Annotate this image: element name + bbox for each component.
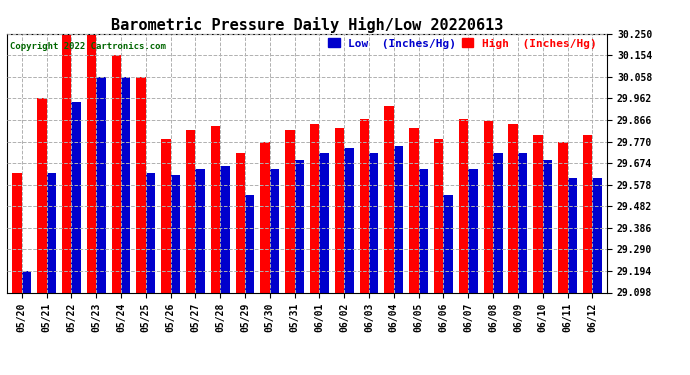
- Bar: [484, 122, 493, 292]
- Bar: [260, 142, 270, 292]
- Bar: [12, 173, 22, 292]
- Bar: [583, 135, 592, 292]
- Bar: [369, 153, 379, 292]
- Bar: [245, 195, 255, 292]
- Bar: [319, 153, 329, 292]
- Bar: [62, 34, 71, 292]
- Title: Barometric Pressure Daily High/Low 20220613: Barometric Pressure Daily High/Low 20220…: [111, 16, 503, 33]
- Bar: [394, 146, 403, 292]
- Bar: [310, 124, 319, 292]
- Bar: [220, 166, 230, 292]
- Legend: Low  (Inches/Hg), High  (Inches/Hg): Low (Inches/Hg), High (Inches/Hg): [324, 34, 601, 53]
- Bar: [359, 119, 369, 292]
- Bar: [493, 153, 502, 292]
- Bar: [469, 168, 477, 292]
- Bar: [409, 128, 419, 292]
- Bar: [71, 102, 81, 292]
- Bar: [211, 126, 220, 292]
- Bar: [87, 34, 96, 292]
- Bar: [186, 130, 195, 292]
- Bar: [285, 130, 295, 292]
- Bar: [384, 106, 394, 292]
- Text: Copyright 2022 Cartronics.com: Copyright 2022 Cartronics.com: [10, 42, 166, 51]
- Bar: [459, 119, 469, 292]
- Bar: [235, 153, 245, 292]
- Bar: [195, 168, 205, 292]
- Bar: [533, 135, 543, 292]
- Bar: [270, 168, 279, 292]
- Bar: [295, 159, 304, 292]
- Bar: [344, 148, 354, 292]
- Bar: [558, 142, 567, 292]
- Bar: [543, 159, 552, 292]
- Bar: [47, 173, 56, 292]
- Bar: [419, 168, 428, 292]
- Bar: [161, 140, 170, 292]
- Bar: [146, 173, 155, 292]
- Bar: [335, 128, 344, 292]
- Bar: [22, 271, 31, 292]
- Bar: [37, 99, 47, 292]
- Bar: [121, 77, 130, 292]
- Bar: [434, 140, 444, 292]
- Bar: [509, 124, 518, 292]
- Bar: [444, 195, 453, 292]
- Bar: [592, 177, 602, 292]
- Bar: [137, 77, 146, 292]
- Bar: [170, 175, 180, 292]
- Bar: [96, 77, 106, 292]
- Bar: [567, 178, 577, 292]
- Bar: [518, 153, 527, 292]
- Bar: [112, 56, 121, 292]
